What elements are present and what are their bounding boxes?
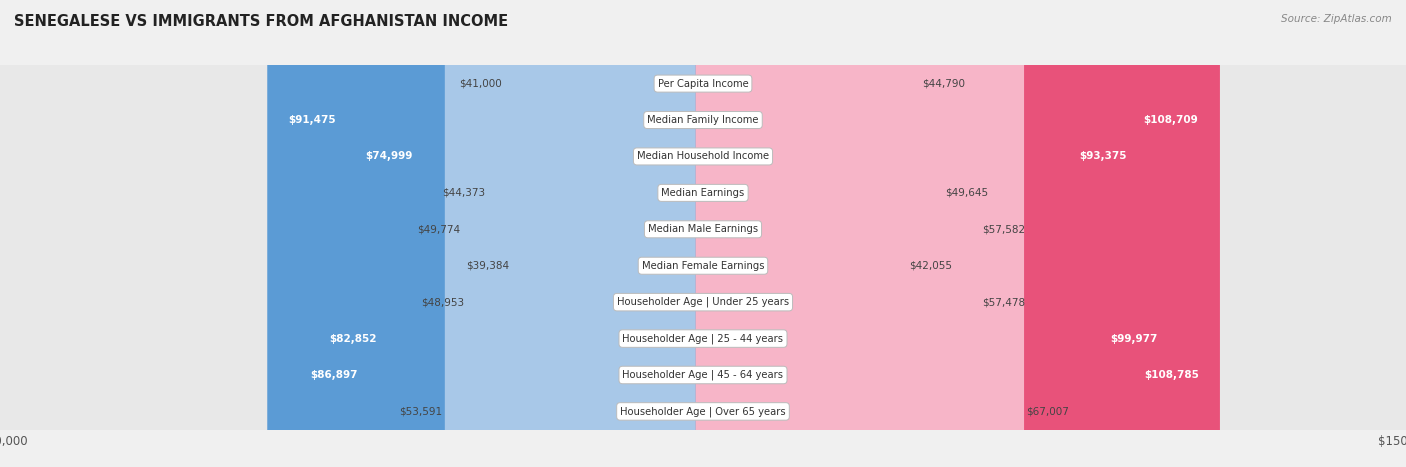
Text: Median Family Income: Median Family Income bbox=[647, 115, 759, 125]
Text: $86,897: $86,897 bbox=[309, 370, 357, 380]
FancyBboxPatch shape bbox=[267, 0, 710, 467]
Text: $93,375: $93,375 bbox=[1078, 151, 1126, 162]
Text: $82,852: $82,852 bbox=[329, 333, 377, 344]
FancyBboxPatch shape bbox=[488, 0, 710, 467]
Text: $49,774: $49,774 bbox=[418, 224, 460, 234]
Text: $57,582: $57,582 bbox=[983, 224, 1025, 234]
Text: Householder Age | Under 25 years: Householder Age | Under 25 years bbox=[617, 297, 789, 307]
Text: Householder Age | 45 - 64 years: Householder Age | 45 - 64 years bbox=[623, 370, 783, 380]
Text: Median Earnings: Median Earnings bbox=[661, 188, 745, 198]
Text: $99,977: $99,977 bbox=[1111, 333, 1157, 344]
FancyBboxPatch shape bbox=[308, 0, 710, 467]
Text: Householder Age | Over 65 years: Householder Age | Over 65 years bbox=[620, 406, 786, 417]
Text: SENEGALESE VS IMMIGRANTS FROM AFGHANISTAN INCOME: SENEGALESE VS IMMIGRANTS FROM AFGHANISTA… bbox=[14, 14, 508, 29]
FancyBboxPatch shape bbox=[503, 0, 710, 467]
Text: $49,645: $49,645 bbox=[945, 188, 988, 198]
FancyBboxPatch shape bbox=[696, 0, 1147, 467]
Text: Median Female Earnings: Median Female Earnings bbox=[641, 261, 765, 271]
Text: $48,953: $48,953 bbox=[420, 297, 464, 307]
Text: $74,999: $74,999 bbox=[366, 151, 413, 162]
FancyBboxPatch shape bbox=[696, 0, 1219, 467]
FancyBboxPatch shape bbox=[467, 0, 710, 467]
Text: $41,000: $41,000 bbox=[458, 78, 502, 89]
FancyBboxPatch shape bbox=[344, 0, 710, 467]
Text: $44,373: $44,373 bbox=[443, 188, 485, 198]
FancyBboxPatch shape bbox=[288, 0, 710, 467]
Text: $91,475: $91,475 bbox=[288, 115, 336, 125]
Text: $42,055: $42,055 bbox=[910, 261, 952, 271]
Text: Median Male Earnings: Median Male Earnings bbox=[648, 224, 758, 234]
FancyBboxPatch shape bbox=[512, 0, 710, 467]
FancyBboxPatch shape bbox=[696, 0, 920, 467]
Text: Per Capita Income: Per Capita Income bbox=[658, 78, 748, 89]
Text: $108,709: $108,709 bbox=[1143, 115, 1198, 125]
FancyBboxPatch shape bbox=[696, 0, 1220, 467]
FancyBboxPatch shape bbox=[696, 0, 980, 467]
Text: $57,478: $57,478 bbox=[981, 297, 1025, 307]
FancyBboxPatch shape bbox=[696, 0, 907, 467]
Text: $44,790: $44,790 bbox=[922, 78, 966, 89]
FancyBboxPatch shape bbox=[696, 0, 1178, 467]
Text: $53,591: $53,591 bbox=[399, 406, 443, 417]
Text: Median Household Income: Median Household Income bbox=[637, 151, 769, 162]
FancyBboxPatch shape bbox=[696, 0, 980, 467]
FancyBboxPatch shape bbox=[696, 0, 1024, 467]
Text: Source: ZipAtlas.com: Source: ZipAtlas.com bbox=[1281, 14, 1392, 24]
Text: $108,785: $108,785 bbox=[1144, 370, 1199, 380]
FancyBboxPatch shape bbox=[444, 0, 710, 467]
FancyBboxPatch shape bbox=[696, 0, 942, 467]
Text: Householder Age | 25 - 44 years: Householder Age | 25 - 44 years bbox=[623, 333, 783, 344]
Text: $39,384: $39,384 bbox=[465, 261, 509, 271]
Text: $67,007: $67,007 bbox=[1026, 406, 1070, 417]
FancyBboxPatch shape bbox=[463, 0, 710, 467]
